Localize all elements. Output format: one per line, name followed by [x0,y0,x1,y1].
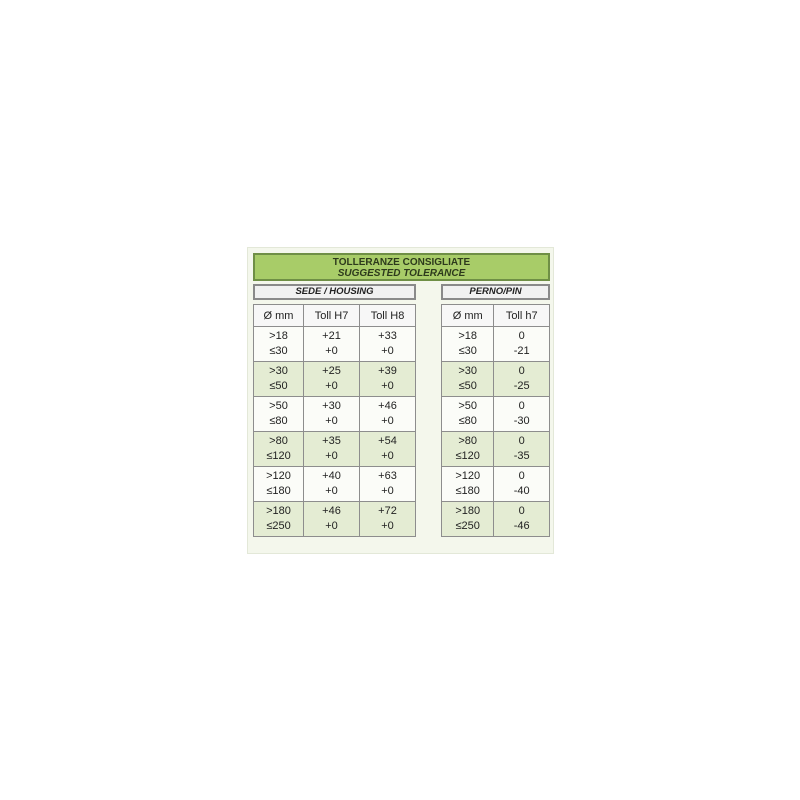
table-cell: +63 +0 [359,466,416,502]
table-cell: +40 +0 [303,466,360,502]
pin-header: PERNO/PIN [441,284,550,300]
table-cell: >50 ≤80 [440,396,495,432]
table-cell: 0 -40 [493,466,550,502]
table-cell: +21 +0 [303,326,360,362]
table-cell: 0 -46 [493,501,550,537]
table-cell: +72 +0 [359,501,416,537]
table-cell: +46 +0 [359,396,416,432]
table-cell: 0 -25 [493,361,550,397]
housing-table: Ø mm Toll H7 Toll H8 >18 ≤30 +21 +0 +33 +0 >30… [252,304,416,537]
table-row: >30 ≤50 +25 +0 +39 +0 [252,361,416,397]
table-cell: >18 ≤30 [440,326,495,362]
header-row: Ø mm Toll h7 [440,304,550,327]
table-cell: >120 ≤180 [440,466,495,502]
table-row: >120 ≤180 0 -40 [440,466,550,502]
table-row: >180 ≤250 +46 +0 +72 +0 [252,501,416,537]
column-header: Toll h7 [493,304,550,327]
table-cell: +33 +0 [359,326,416,362]
table-cell: >180 ≤250 [440,501,495,537]
pin-table: Ø mm Toll h7 >18 ≤30 0 -21 >30 ≤50 0 -25 >50 ≤… [440,304,550,537]
table-cell: 0 -30 [493,396,550,432]
header-row: Ø mm Toll H7 Toll H8 [252,304,416,327]
table-cell: +39 +0 [359,361,416,397]
table-row: >80 ≤120 +35 +0 +54 +0 [252,431,416,467]
table-cell: 0 -21 [493,326,550,362]
table-cell: +35 +0 [303,431,360,467]
table-cell: +30 +0 [303,396,360,432]
table-row: >180 ≤250 0 -46 [440,501,550,537]
table-cell: +46 +0 [303,501,360,537]
table-cell: +25 +0 [303,361,360,397]
table-cell: >180 ≤250 [252,501,305,537]
table-cell: >30 ≤50 [440,361,495,397]
table-cell: >18 ≤30 [252,326,305,362]
column-header: Ø mm [440,304,495,327]
table-cell: >50 ≤80 [252,396,305,432]
table-row: >18 ≤30 +21 +0 +33 +0 [252,326,416,362]
table-row: >50 ≤80 0 -30 [440,396,550,432]
table-row: >18 ≤30 0 -21 [440,326,550,362]
table-cell: 0 -35 [493,431,550,467]
table-cell: +54 +0 [359,431,416,467]
title-english: SUGGESTED TOLERANCE [337,268,466,279]
table-row: >50 ≤80 +30 +0 +46 +0 [252,396,416,432]
table-cell: >30 ≤50 [252,361,305,397]
column-header: Toll H7 [303,304,360,327]
table-title: TOLLERANZE CONSIGLIATE SUGGESTED TOLERAN… [253,253,550,281]
title-italian: TOLLERANZE CONSIGLIATE [332,257,471,268]
column-header: Ø mm [252,304,305,327]
housing-header: SEDE / HOUSING [253,284,416,300]
table-cell: >120 ≤180 [252,466,305,502]
column-header: Toll H8 [359,304,416,327]
table-row: >80 ≤120 0 -35 [440,431,550,467]
table-cell: >80 ≤120 [440,431,495,467]
table-cell: >80 ≤120 [252,431,305,467]
table-row: >120 ≤180 +40 +0 +63 +0 [252,466,416,502]
table-row: >30 ≤50 0 -25 [440,361,550,397]
